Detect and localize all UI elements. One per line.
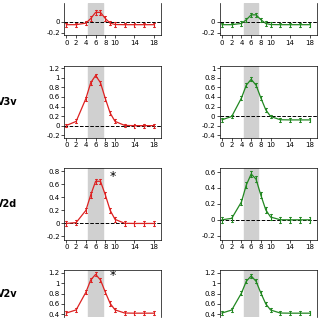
Text: *: * <box>109 170 116 183</box>
Text: V2d: V2d <box>0 199 17 209</box>
Bar <box>88 66 103 138</box>
Bar <box>88 3 103 36</box>
Text: V2v: V2v <box>0 289 17 299</box>
Text: V3v: V3v <box>0 97 17 107</box>
Bar <box>244 66 259 138</box>
Bar <box>88 168 103 240</box>
Text: *: * <box>109 269 116 282</box>
Bar <box>244 270 259 317</box>
Bar <box>244 3 259 36</box>
Bar <box>88 270 103 317</box>
Bar <box>244 168 259 240</box>
